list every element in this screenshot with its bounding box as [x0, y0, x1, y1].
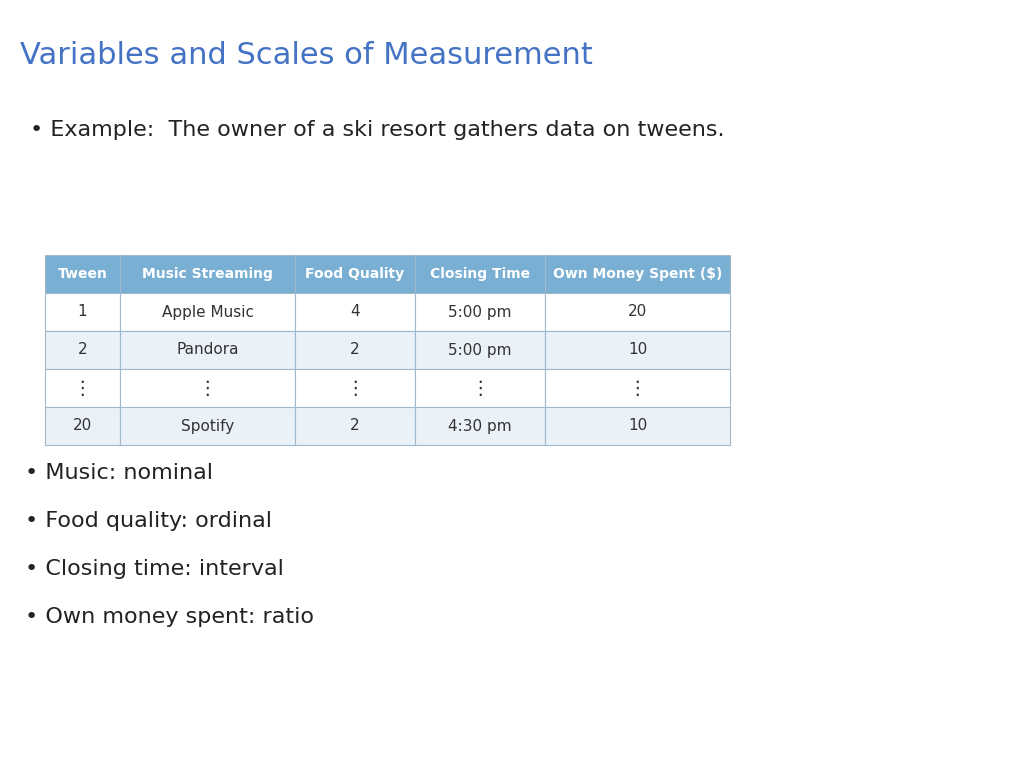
FancyBboxPatch shape: [295, 331, 415, 369]
FancyBboxPatch shape: [45, 331, 120, 369]
FancyBboxPatch shape: [120, 369, 295, 407]
FancyBboxPatch shape: [295, 369, 415, 407]
Text: ⋮: ⋮: [628, 379, 647, 398]
Text: ⋮: ⋮: [470, 379, 489, 398]
Text: ⋮: ⋮: [73, 379, 92, 398]
Text: 5:00 pm: 5:00 pm: [449, 343, 512, 357]
Text: 20: 20: [73, 419, 92, 433]
Text: ⋮: ⋮: [198, 379, 217, 398]
FancyBboxPatch shape: [415, 255, 545, 293]
FancyBboxPatch shape: [295, 293, 415, 331]
Text: 10: 10: [628, 419, 647, 433]
FancyBboxPatch shape: [295, 407, 415, 445]
Text: Tween: Tween: [57, 267, 108, 281]
Text: • Food quality: ordinal: • Food quality: ordinal: [25, 511, 272, 531]
Text: Pandora: Pandora: [176, 343, 239, 357]
FancyBboxPatch shape: [45, 407, 120, 445]
Text: Music Streaming: Music Streaming: [142, 267, 273, 281]
Text: Spotify: Spotify: [181, 419, 234, 433]
Text: ⋮: ⋮: [345, 379, 365, 398]
FancyBboxPatch shape: [45, 369, 120, 407]
Text: 4:30 pm: 4:30 pm: [449, 419, 512, 433]
FancyBboxPatch shape: [45, 293, 120, 331]
FancyBboxPatch shape: [120, 255, 295, 293]
Text: • Closing time: interval: • Closing time: interval: [25, 559, 284, 579]
FancyBboxPatch shape: [45, 255, 120, 293]
FancyBboxPatch shape: [415, 293, 545, 331]
FancyBboxPatch shape: [545, 293, 730, 331]
Text: 5:00 pm: 5:00 pm: [449, 304, 512, 319]
FancyBboxPatch shape: [120, 407, 295, 445]
FancyBboxPatch shape: [545, 331, 730, 369]
Text: 4: 4: [350, 304, 359, 319]
FancyBboxPatch shape: [295, 255, 415, 293]
Text: Variables and Scales of Measurement: Variables and Scales of Measurement: [20, 41, 593, 69]
FancyBboxPatch shape: [120, 293, 295, 331]
Text: Food Quality: Food Quality: [305, 267, 404, 281]
Text: 2: 2: [78, 343, 87, 357]
FancyBboxPatch shape: [415, 407, 545, 445]
Text: Closing Time: Closing Time: [430, 267, 530, 281]
FancyBboxPatch shape: [415, 331, 545, 369]
FancyBboxPatch shape: [545, 369, 730, 407]
Text: 2: 2: [350, 343, 359, 357]
Text: 1: 1: [78, 304, 87, 319]
Text: 10: 10: [628, 343, 647, 357]
Text: • Music: nominal: • Music: nominal: [25, 463, 213, 483]
Text: Apple Music: Apple Music: [162, 304, 254, 319]
FancyBboxPatch shape: [545, 407, 730, 445]
Text: Own Money Spent ($): Own Money Spent ($): [553, 267, 722, 281]
FancyBboxPatch shape: [120, 331, 295, 369]
Text: • Example:  The owner of a ski resort gathers data on tweens.: • Example: The owner of a ski resort gat…: [30, 120, 725, 140]
FancyBboxPatch shape: [545, 255, 730, 293]
Text: • Own money spent: ratio: • Own money spent: ratio: [25, 607, 314, 627]
Text: 20: 20: [628, 304, 647, 319]
Text: 2: 2: [350, 419, 359, 433]
FancyBboxPatch shape: [415, 369, 545, 407]
